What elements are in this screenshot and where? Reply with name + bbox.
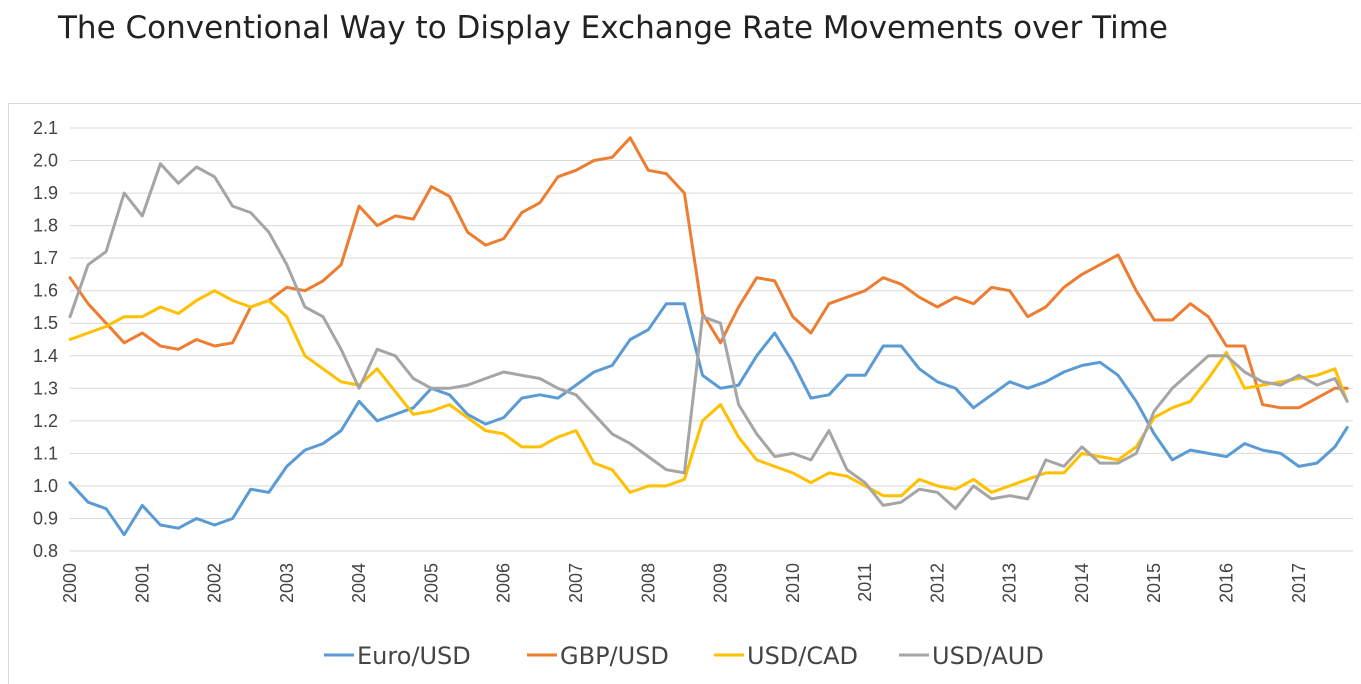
series-lines: [68, 136, 1349, 537]
x-tick-label: 2012: [927, 563, 947, 603]
y-tick-label: 1.4: [33, 346, 58, 366]
y-tick-label: 1.9: [33, 183, 58, 203]
x-tick-label: 2006: [494, 563, 514, 603]
y-tick-label: 0.9: [33, 508, 58, 528]
y-tick-label: 1.8: [33, 216, 58, 236]
x-tick-label: 2003: [277, 563, 297, 603]
x-tick-label: 2001: [132, 563, 152, 603]
legend-label: USD/CAD: [747, 642, 858, 670]
legend-label: Euro/USD: [357, 642, 471, 670]
legend: Euro/USD GBP/USD USD/CAD USD/AUD: [324, 642, 1044, 670]
series-line-gbp-usd: [68, 136, 1349, 410]
x-tick-label: 2010: [783, 563, 803, 603]
x-tick-label: 2013: [1000, 563, 1020, 603]
x-tick-label: 2000: [60, 563, 80, 603]
x-tick-label: 2004: [349, 563, 369, 603]
series-line-usd-aud: [68, 162, 1349, 511]
x-tick-label: 2016: [1217, 563, 1237, 603]
y-axis: 0.8 0.9 1.0 1.1 1.2 1.3 1.4 1.5 1.6 1.7 1.8 1.9 2.0 2…: [33, 118, 58, 561]
y-tick-label: 1.0: [33, 476, 58, 496]
x-tick-label: 2007: [566, 563, 586, 603]
y-tick-label: 1.6: [33, 281, 58, 301]
series-line-euro-usd: [68, 302, 1349, 537]
chart-frame: 0.8 0.9 1.0 1.1 1.2 1.3 1.4 1.5 1.6 1.7 1.8 1.9 2.0 2…: [8, 103, 1361, 684]
x-tick-label: 2002: [205, 563, 225, 603]
x-tick-label: 2017: [1289, 563, 1309, 603]
x-axis: 2000 2001 2002 2003 2004 2005 2006 2007 2008 2009…: [60, 563, 1309, 603]
y-tick-label: 1.2: [33, 411, 58, 431]
y-tick-label: 1.1: [33, 443, 58, 463]
gridlines: [70, 127, 1353, 552]
x-tick-label: 2015: [1144, 563, 1164, 603]
y-tick-label: 1.7: [33, 248, 58, 268]
x-tick-label: 2005: [421, 563, 441, 603]
y-tick-label: 2.0: [33, 151, 58, 171]
page-title: The Conventional Way to Display Exchange…: [58, 10, 1168, 46]
legend-label: USD/AUD: [932, 642, 1044, 670]
x-tick-label: 2008: [638, 563, 658, 603]
x-tick-label: 2009: [711, 563, 731, 603]
series-line-usd-cad: [68, 289, 1349, 498]
y-tick-label: 2.1: [33, 118, 58, 138]
exchange-rate-chart: 0.8 0.9 1.0 1.1 1.2 1.3 1.4 1.5 1.6 1.7 1.8 1.9 2.0 2…: [33, 118, 1353, 670]
x-tick-label: 2014: [1072, 563, 1092, 603]
y-tick-label: 0.8: [33, 541, 58, 561]
y-tick-label: 1.3: [33, 378, 58, 398]
y-tick-label: 1.5: [33, 313, 58, 333]
legend-label: GBP/USD: [560, 642, 669, 670]
x-tick-label: 2011: [855, 563, 875, 602]
